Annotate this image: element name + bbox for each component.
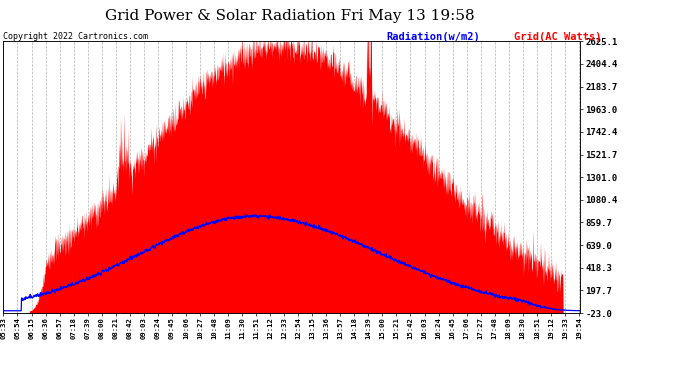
Text: Radiation(w/m2): Radiation(w/m2) <box>386 32 480 42</box>
Text: Grid(AC Watts): Grid(AC Watts) <box>514 32 602 42</box>
Text: Copyright 2022 Cartronics.com: Copyright 2022 Cartronics.com <box>3 32 148 41</box>
Text: Grid Power & Solar Radiation Fri May 13 19:58: Grid Power & Solar Radiation Fri May 13 … <box>105 9 475 23</box>
